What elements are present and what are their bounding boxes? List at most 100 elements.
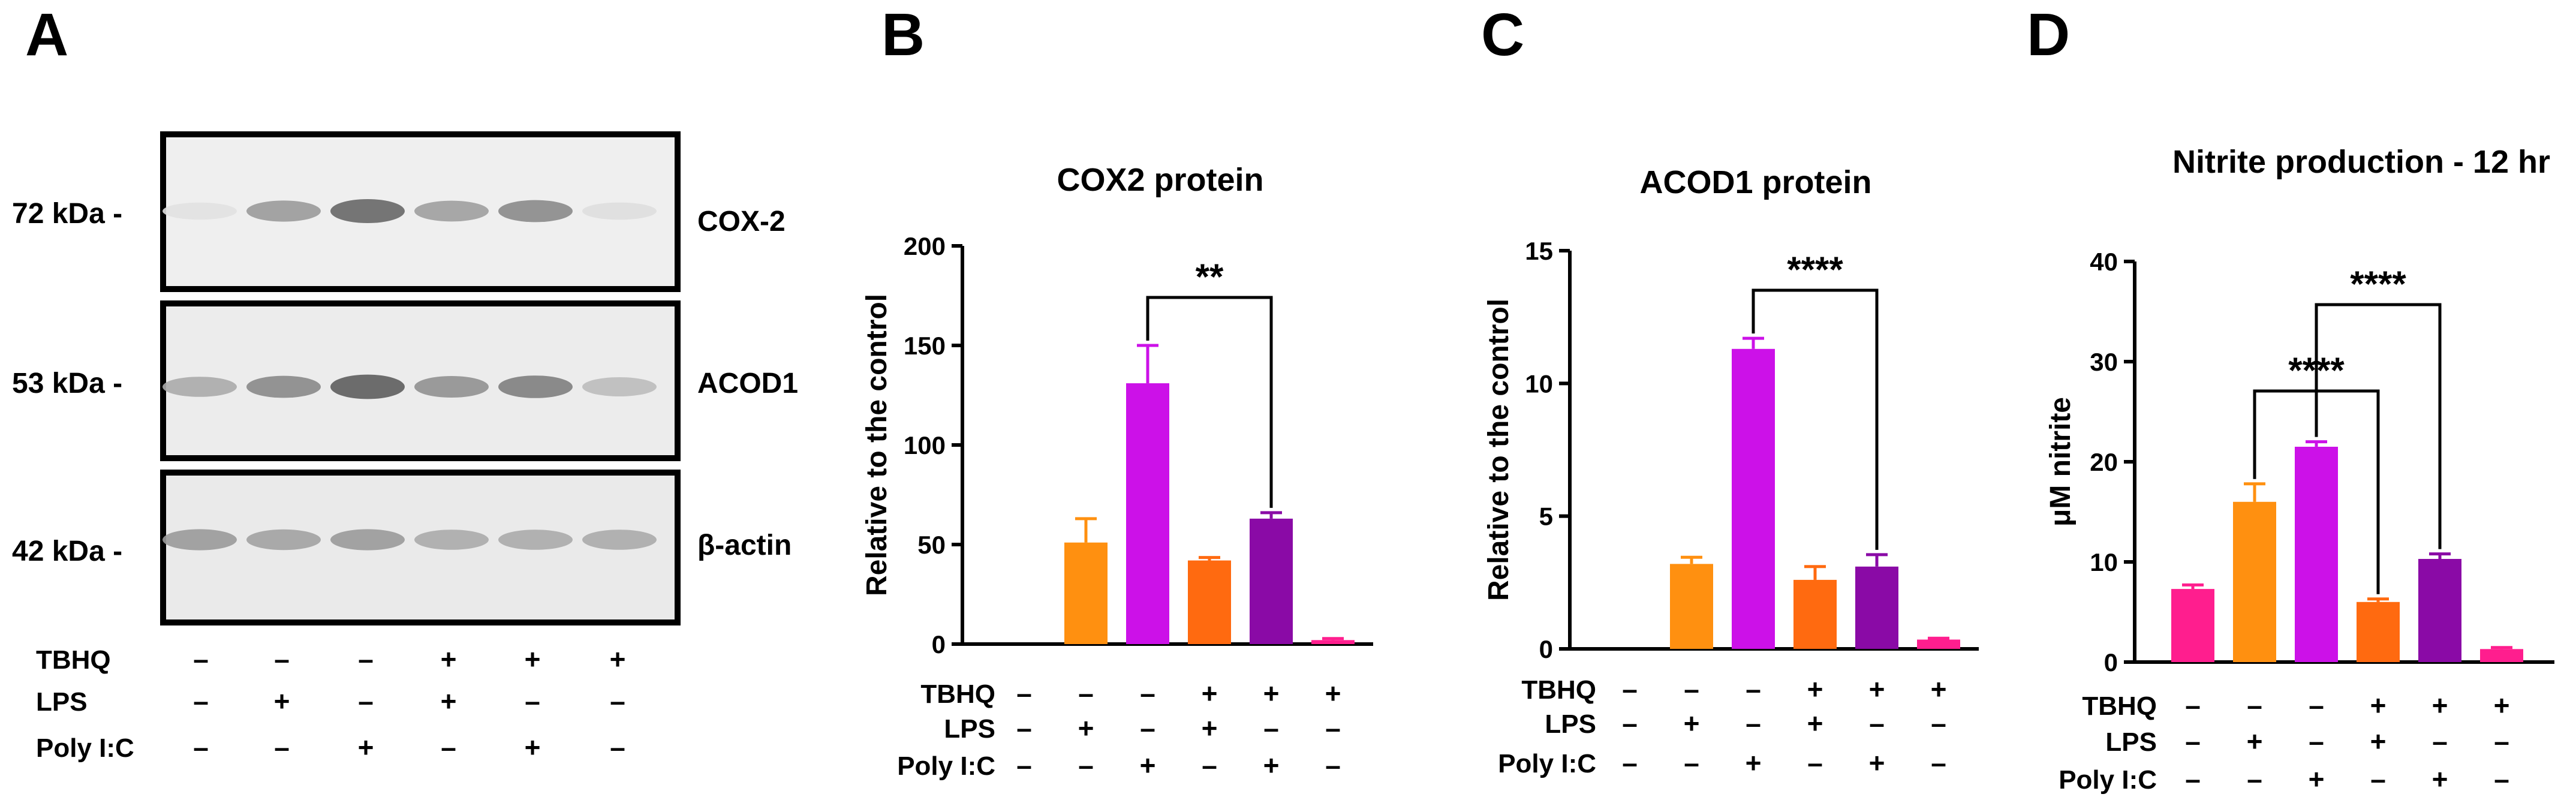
protein-label-acod1: ACOD1: [697, 368, 798, 399]
significance-bracket: [1752, 288, 1879, 550]
condition-sign: +: [1202, 712, 1218, 744]
condition-sign: –: [1078, 678, 1094, 709]
condition-sign: –: [2432, 726, 2448, 757]
y-axis-label: Relative to the control: [1483, 299, 1515, 601]
condition-sign: +: [441, 685, 457, 717]
condition-sign: –: [193, 643, 209, 675]
condition-sign: –: [1746, 673, 1761, 705]
condition-label-1: LPS: [1545, 709, 1596, 739]
chart-title: ACOD1 protein: [1639, 164, 1871, 200]
significance-stars: **: [1196, 257, 1224, 297]
blot-band: [330, 199, 405, 223]
chart-title: COX2 protein: [1057, 162, 1263, 198]
y-tick-label: 20: [2090, 448, 2118, 476]
bar: [2295, 446, 2338, 662]
condition-sign: +: [2494, 690, 2510, 721]
condition-sign: +: [1078, 712, 1094, 744]
condition-label-2: Poly I:C: [897, 751, 995, 781]
condition-sign: –: [1684, 747, 1699, 778]
bar: [2233, 501, 2276, 662]
condition-label-0: TBHQ: [920, 679, 995, 709]
condition-sign: –: [1263, 712, 1279, 744]
bar: [2171, 589, 2214, 662]
significance-bracket: [2315, 303, 2442, 549]
condition-label-0: TBHQ: [1521, 675, 1596, 705]
chart-nitrite-production: Nitrite production - 12 hr μM nitrite 0 10 2…: [2045, 144, 2554, 795]
y-tick-label: 5: [1539, 503, 1553, 531]
condition-sign: –: [358, 643, 374, 675]
y-tick-label: 0: [2104, 648, 2118, 676]
bar: [2418, 558, 2461, 662]
blot-condition-table: TBHQ – – – + + + LPS – + – + – – Poly I:C – – + – + –: [36, 643, 625, 763]
blot-band: [498, 375, 573, 398]
panel-letter-d: D: [2027, 1, 2070, 68]
condition-sign: –: [1140, 712, 1155, 744]
y-tick-label: 0: [1539, 635, 1553, 663]
condition-sign: –: [2370, 763, 2386, 795]
condition-sign: +: [2432, 690, 2448, 721]
condition-sign: –: [2247, 763, 2262, 795]
condition-sign: –: [1016, 678, 1032, 709]
condition-sign: –: [193, 732, 209, 763]
blot-band: [414, 530, 489, 550]
blot-band: [330, 529, 405, 551]
condition-sign: +: [2432, 763, 2448, 795]
blot-band: [498, 530, 573, 550]
condition-sign: +: [1807, 708, 1823, 739]
condition-sign: –: [2185, 763, 2201, 795]
condition-sign: +: [274, 685, 290, 717]
condition-sign: –: [1931, 708, 1946, 739]
condition-sign: –: [2185, 726, 2201, 757]
condition-sign: +: [2309, 763, 2325, 795]
condition-sign: –: [1746, 708, 1761, 739]
condition-sign: –: [274, 732, 290, 763]
chart-cox2-protein: COX2 protein Relative to the control 0 50 10…: [861, 162, 1373, 781]
significance-stars: ****: [1787, 249, 1843, 290]
condition-sign: –: [441, 732, 456, 763]
condition-sign: +: [1684, 708, 1700, 739]
y-tick-label: 0: [932, 630, 946, 658]
significance-stars: ****: [2350, 264, 2406, 304]
condition-sign: –: [1078, 750, 1094, 781]
condition-sign: –: [1140, 678, 1155, 709]
kda-label-acod1: 53 kDa -: [12, 368, 122, 399]
condition-sign: –: [1016, 750, 1032, 781]
condition-label-1: LPS: [2105, 727, 2157, 757]
bar: [1250, 518, 1293, 644]
y-tick-label: 30: [2090, 348, 2118, 376]
condition-sign: –: [2494, 763, 2509, 795]
western-blot: 72 kDa - COX-2 53 kDa - ACOD1 42 kDa - β…: [12, 131, 798, 763]
y-tick-label: 100: [904, 431, 946, 459]
blot-band: [162, 202, 237, 220]
bar: [1855, 566, 1898, 649]
condition-sign: +: [1140, 750, 1156, 781]
blot-bands: [162, 199, 657, 551]
blot-band: [330, 374, 405, 399]
condition-sign: +: [1202, 678, 1218, 709]
bar: [1311, 640, 1355, 644]
condition-sign: –: [1016, 712, 1032, 744]
condition-sign: –: [193, 685, 209, 717]
condition-label-1: LPS: [944, 714, 995, 744]
bar: [1126, 383, 1169, 644]
condition-sign: –: [1325, 712, 1341, 744]
condition-sign: –: [2494, 726, 2509, 757]
blot-band: [582, 530, 657, 550]
condition-sign: +: [610, 643, 626, 675]
protein-label-actin: β-actin: [697, 530, 792, 561]
condition-sign: –: [274, 643, 290, 675]
kda-label-cox2: 72 kDa -: [12, 198, 122, 230]
condition-sign: –: [1931, 747, 1946, 778]
significance-bracket: [1146, 296, 1273, 508]
blot-row-actin: 42 kDa - β-actin: [12, 470, 792, 625]
condition-sign: +: [1869, 747, 1885, 778]
condition-sign: +: [2370, 726, 2387, 757]
condition-label-2: Poly I:C: [36, 733, 134, 763]
y-axis-label: μM nitrite: [2045, 397, 2077, 527]
condition-sign: –: [525, 685, 540, 717]
condition-sign: –: [358, 685, 374, 717]
condition-sign: –: [1684, 673, 1699, 705]
panel-letter-c: C: [1481, 1, 1524, 68]
bar: [2357, 602, 2400, 662]
condition-sign: +: [2247, 726, 2263, 757]
